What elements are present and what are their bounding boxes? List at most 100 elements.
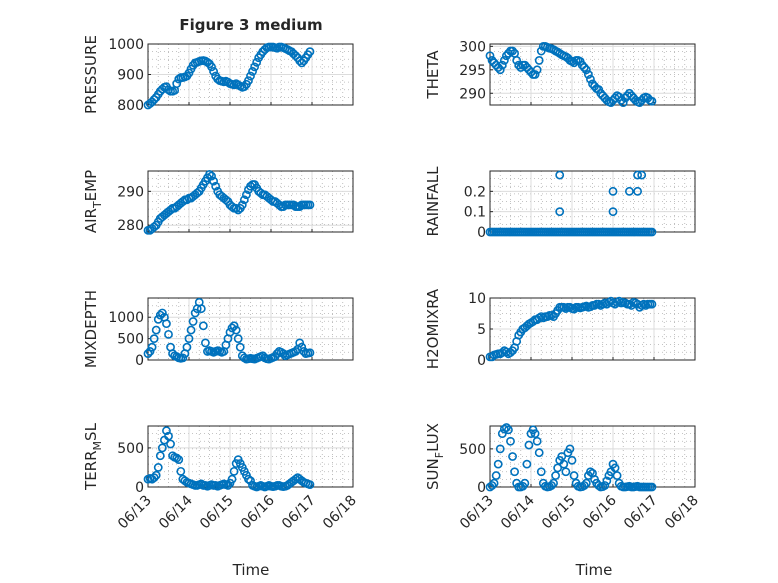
- subplot-h2omixra: 0 5 10 H2OMIXRA: [424, 288, 696, 369]
- axes-border: [489, 425, 696, 488]
- data-point: [184, 334, 194, 344]
- data-point: [569, 304, 579, 314]
- data-point: [647, 299, 657, 309]
- y-axis-label: AIRTEMP: [82, 170, 104, 233]
- data-point: [166, 439, 175, 449]
- y-tick-label: 800: [117, 98, 144, 114]
- data-point: [198, 321, 208, 331]
- data-point: [239, 82, 249, 92]
- axes-border: [489, 43, 696, 106]
- data-point: [237, 200, 247, 210]
- data-point: [182, 342, 192, 352]
- data-point: [608, 186, 618, 196]
- subplot-theta: 290 295 300 THETA: [424, 39, 696, 108]
- data-point: [196, 304, 206, 314]
- data-point: [246, 476, 255, 486]
- data-point: [551, 471, 560, 480]
- data-point: [549, 478, 558, 488]
- data-point: [508, 46, 517, 56]
- x-tick-label: 06/13: [115, 493, 155, 533]
- data-point: [520, 478, 530, 488]
- series-points: [143, 169, 315, 235]
- data-point: [246, 71, 255, 81]
- data-point: [178, 353, 188, 363]
- data-point: [151, 470, 161, 480]
- data-point: [506, 436, 515, 446]
- data-point: [633, 170, 642, 180]
- data-point: [555, 207, 565, 217]
- y-tick-label: 10: [468, 291, 486, 307]
- data-point: [534, 448, 544, 458]
- axes-border: [489, 297, 696, 361]
- data-point: [250, 62, 259, 72]
- data-point: [239, 195, 249, 205]
- data-point: [190, 308, 200, 318]
- data-point: [647, 227, 657, 237]
- data-point: [557, 452, 567, 461]
- y-tick-label: 0.2: [464, 184, 486, 200]
- y-axis-label: H2OMIXRA: [424, 288, 442, 369]
- x-tick-label: 06/17: [621, 493, 661, 533]
- data-point: [569, 471, 579, 480]
- data-point: [305, 47, 315, 57]
- y-tick-label: 0: [135, 353, 144, 369]
- y-tick-label: 5: [477, 322, 486, 338]
- data-point: [162, 426, 171, 436]
- data-point: [235, 342, 245, 352]
- data-point: [510, 467, 519, 477]
- data-point: [600, 481, 610, 490]
- data-point: [633, 186, 642, 196]
- data-point: [164, 85, 173, 95]
- data-point: [555, 170, 565, 180]
- data-point: [610, 463, 620, 473]
- data-point: [530, 429, 540, 439]
- data-point: [272, 349, 282, 358]
- y-tick-label: 500: [459, 442, 486, 458]
- data-point: [295, 338, 305, 348]
- x-tick-label: 06/13: [457, 493, 497, 533]
- y-tick-label: 0: [477, 225, 486, 241]
- data-point: [579, 63, 589, 72]
- data-point: [534, 56, 544, 65]
- x-tick-label: 06/15: [197, 493, 237, 533]
- data-point: [499, 56, 509, 65]
- series-points: [143, 42, 315, 110]
- subplot-pressure: 800 900 1000 PRESSURE: [82, 35, 354, 114]
- y-axis-label: RAINFALL: [424, 166, 442, 237]
- data-point: [612, 471, 622, 480]
- data-point: [608, 207, 618, 217]
- data-point: [522, 459, 532, 469]
- data-point: [162, 319, 171, 329]
- x-axis-label-left: Time: [232, 561, 270, 579]
- data-point: [252, 57, 262, 67]
- data-point: [186, 325, 196, 335]
- series-points: [485, 296, 657, 362]
- y-axis-label: MIXDEPTH: [82, 290, 100, 368]
- data-point: [647, 96, 657, 106]
- data-point: [489, 478, 499, 488]
- data-point: [291, 347, 300, 356]
- data-point: [625, 186, 634, 196]
- data-point: [536, 467, 546, 477]
- data-point: [188, 317, 198, 326]
- data-point: [532, 436, 542, 446]
- data-point: [512, 56, 522, 65]
- data-point: [244, 76, 253, 85]
- data-point: [579, 481, 589, 490]
- data-point: [278, 349, 288, 358]
- x-tick-label: 06/15: [539, 493, 579, 533]
- data-point: [501, 423, 511, 432]
- y-tick-label: 0: [477, 353, 486, 369]
- data-point: [155, 451, 165, 461]
- data-point: [151, 325, 161, 335]
- data-point: [584, 70, 593, 79]
- data-point: [157, 443, 167, 453]
- y-tick-label: 1000: [108, 37, 144, 53]
- data-point: [618, 98, 628, 108]
- x-tick-label: 06/16: [238, 492, 278, 532]
- subplot-mixdepth: 0 500 1000 MIXDEPTH: [82, 290, 354, 369]
- data-point: [244, 474, 253, 484]
- data-point: [504, 425, 513, 435]
- data-point: [637, 170, 647, 180]
- series-points: [485, 41, 657, 108]
